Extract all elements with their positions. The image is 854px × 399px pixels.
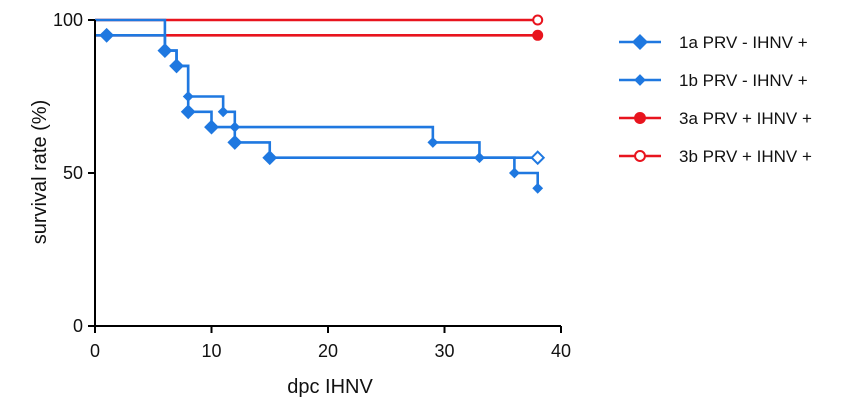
y-tick-label: 50 — [63, 163, 83, 183]
y-tick-label: 100 — [53, 10, 83, 30]
x-tick-label: 30 — [434, 341, 454, 361]
series-1-point — [474, 152, 485, 164]
series-1-point — [229, 121, 241, 133]
series-line-1 — [95, 18, 539, 189]
series-1-point — [508, 167, 520, 179]
legend-marker-3 — [634, 150, 646, 162]
plot-area — [95, 14, 546, 194]
series-1-point — [427, 136, 439, 148]
x-axis-title: dpc IHNV — [287, 376, 373, 398]
x-tick-label: 20 — [318, 341, 338, 361]
series-1-point — [217, 106, 229, 118]
legend-label-0: 1a PRV - IHNV + — [679, 33, 808, 52]
series-0-point — [99, 27, 115, 43]
series-3-point — [532, 14, 544, 26]
series-1-point — [182, 91, 194, 102]
series-1-point — [532, 182, 544, 194]
series-0-point — [180, 104, 196, 120]
series-2-point — [532, 29, 544, 41]
axis-ticks: 0 10 20 30 40 0 50 100 — [53, 10, 571, 361]
series-0-point — [227, 134, 243, 150]
legend: 1a PRV - IHNV + 1b PRV - IHNV + 3a PRV + I… — [619, 33, 812, 166]
legend-label-2: 3a PRV + IHNV + — [679, 109, 812, 128]
x-tick-label: 10 — [201, 341, 221, 361]
y-axis-title: survival rate (%) — [29, 100, 51, 244]
series-0-point — [530, 150, 546, 166]
series-0-point — [157, 43, 173, 59]
legend-marker-1 — [634, 74, 646, 86]
legend-label-1: 1b PRV - IHNV + — [679, 71, 808, 90]
legend-marker-2 — [634, 112, 646, 124]
series-0-point — [169, 58, 184, 74]
legend-label-3: 3b PRV + IHNV + — [679, 147, 812, 166]
series-0-point — [262, 150, 278, 166]
x-tick-label: 40 — [551, 341, 571, 361]
legend-marker-0 — [631, 33, 649, 51]
x-tick-label: 0 — [90, 341, 100, 361]
y-tick-label: 0 — [73, 316, 83, 336]
series-0-point — [204, 119, 219, 135]
